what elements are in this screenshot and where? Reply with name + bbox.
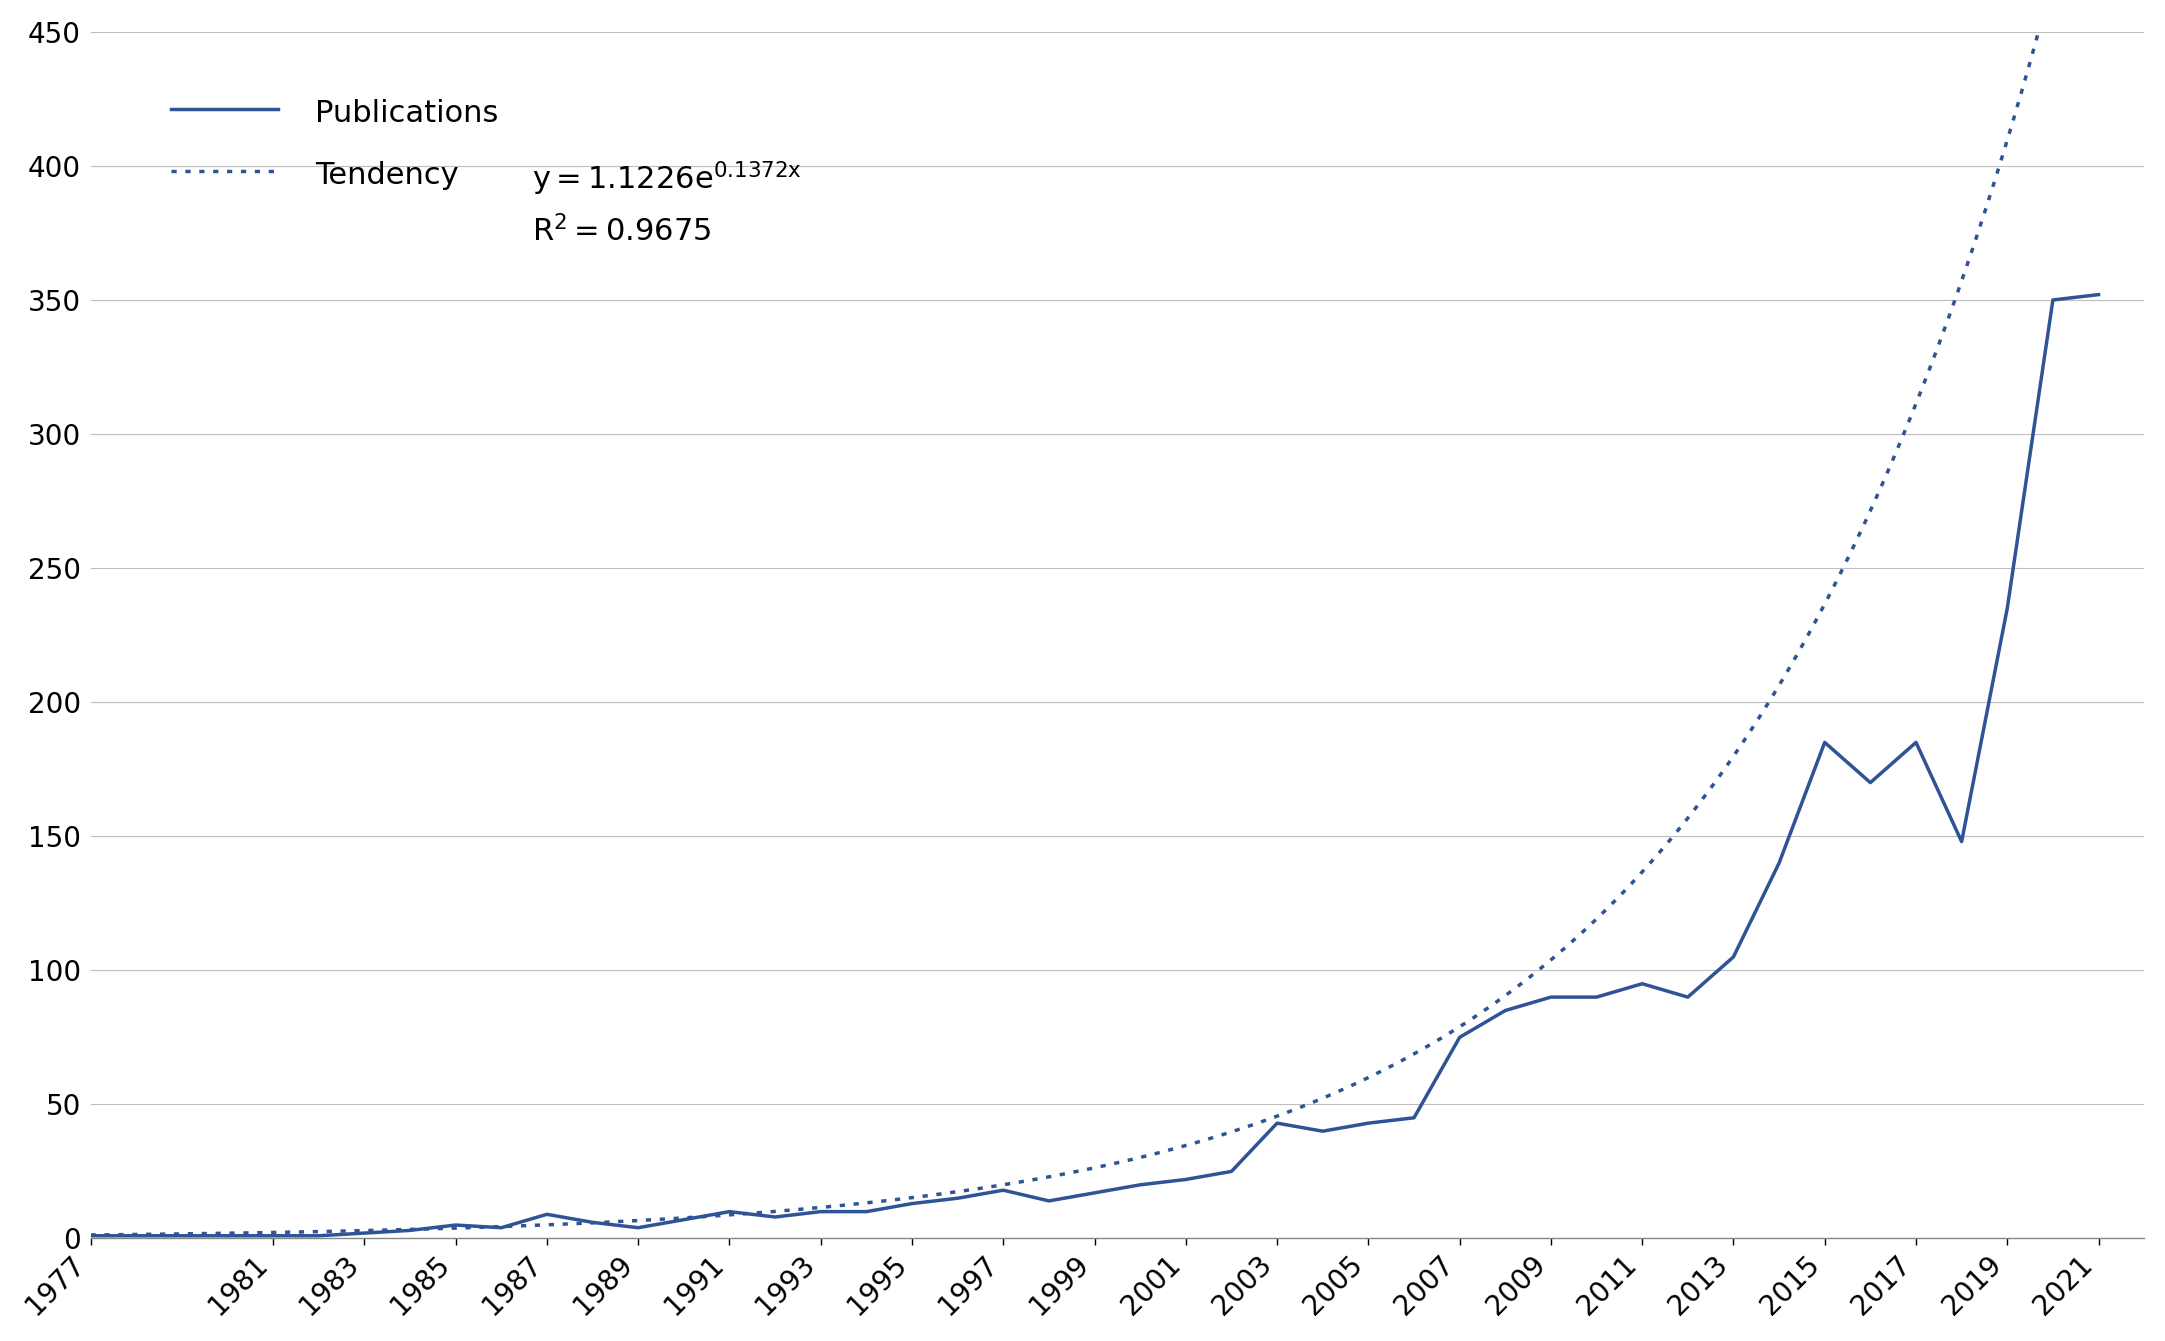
Text: $\mathregular{R^2 = 0.9675}$: $\mathregular{R^2 = 0.9675}$ bbox=[533, 215, 712, 247]
Text: $\mathregular{y = 1.1226e^{0.1372x}}$: $\mathregular{y = 1.1226e^{0.1372x}}$ bbox=[533, 160, 801, 198]
Legend: Publications, Tendency: Publications, Tendency bbox=[147, 71, 522, 215]
